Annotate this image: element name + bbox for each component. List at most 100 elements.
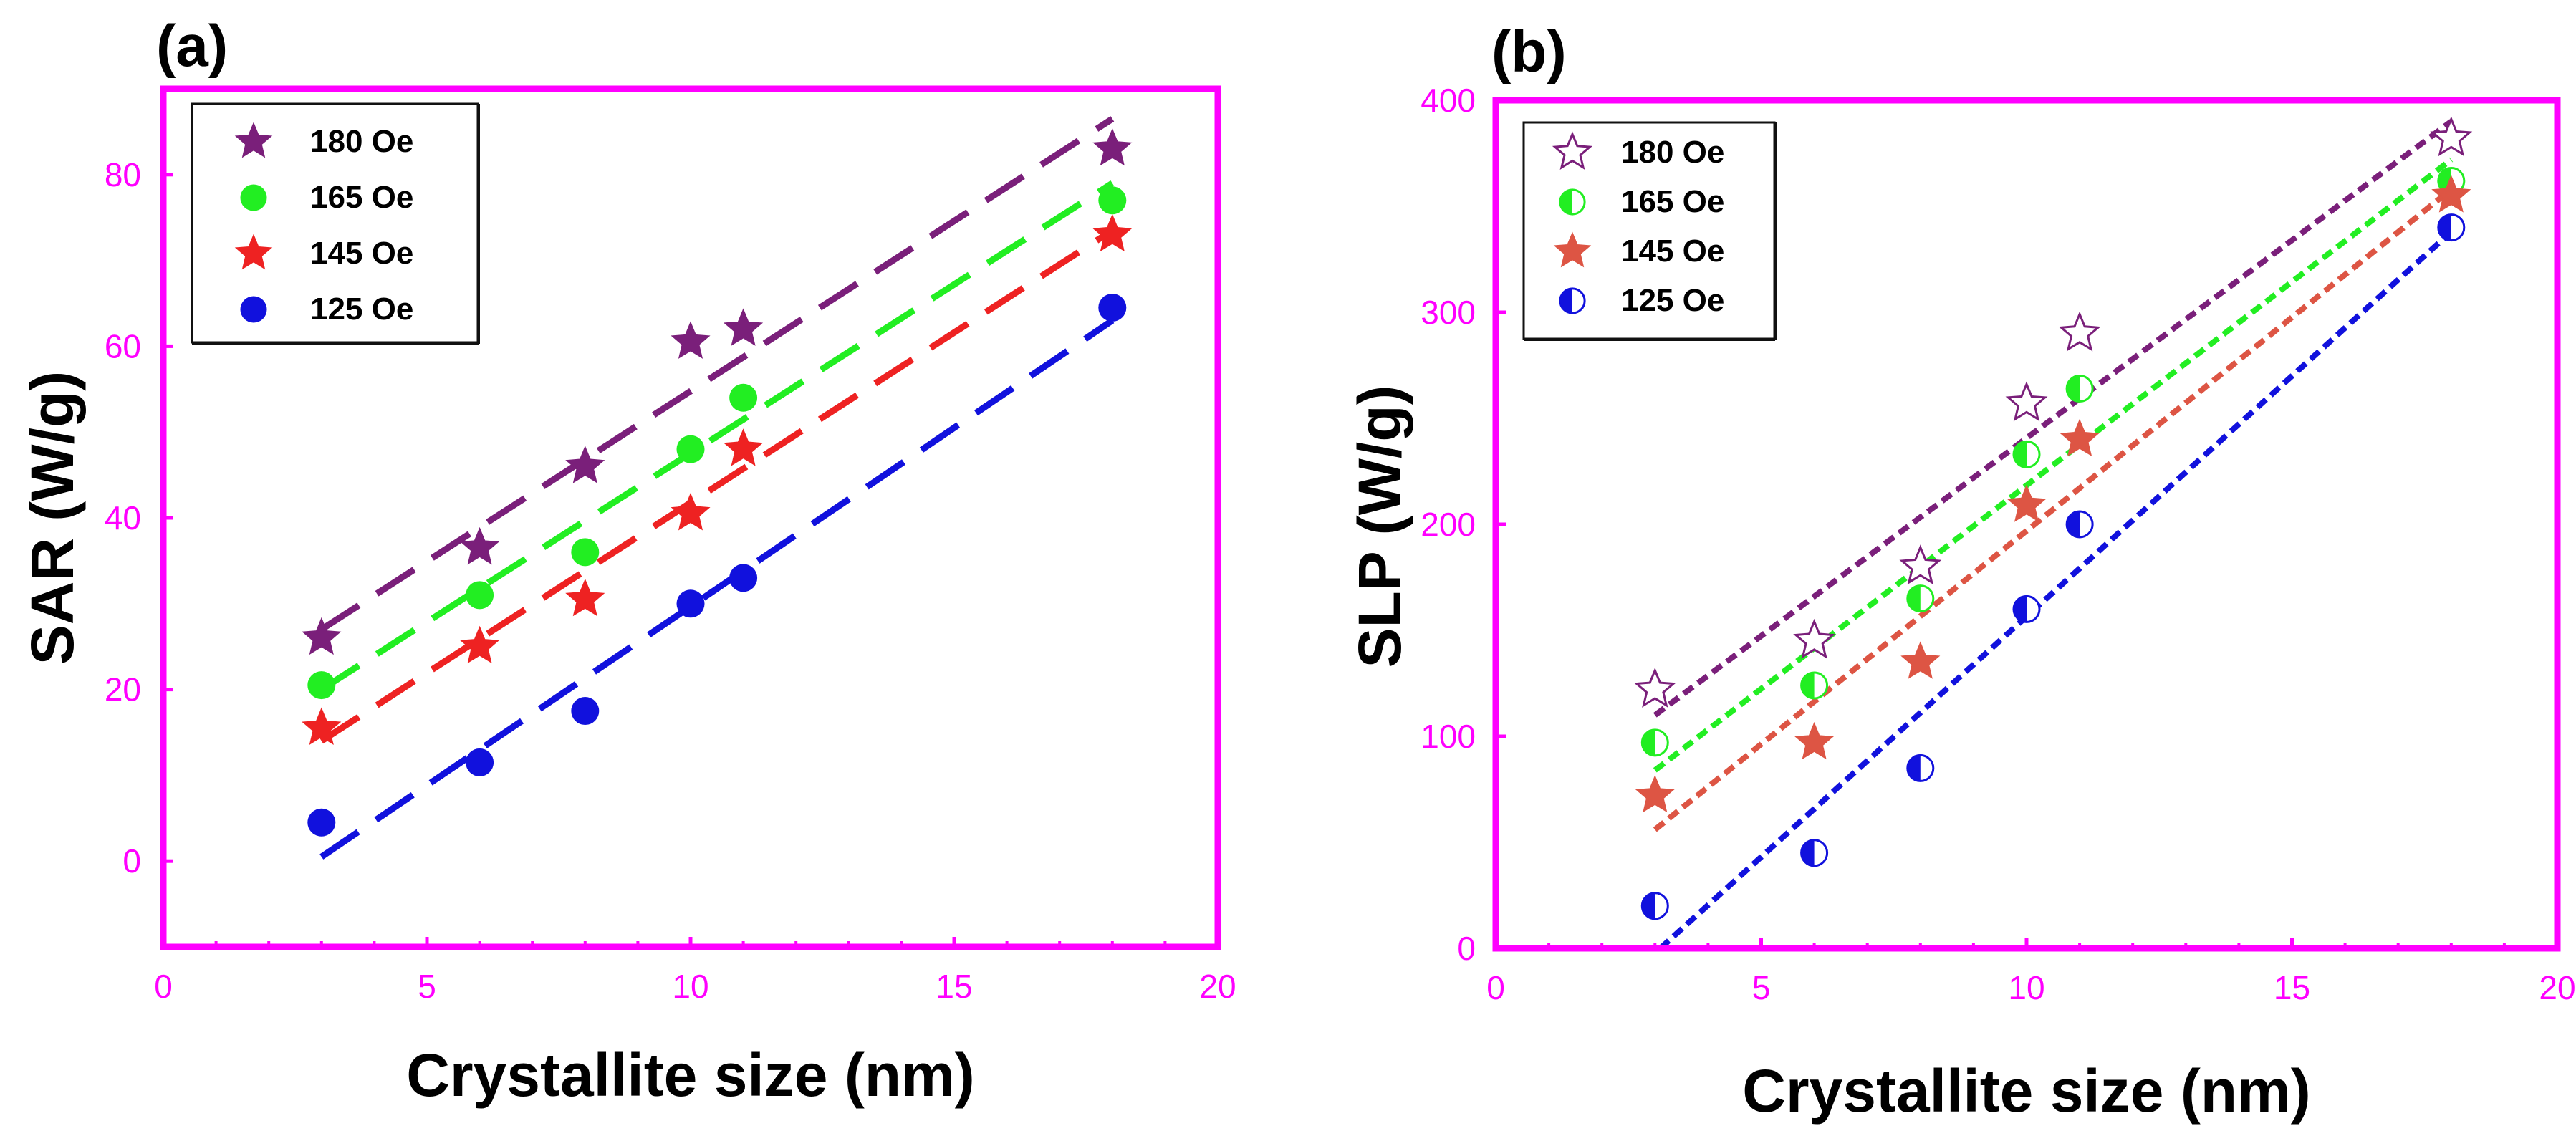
data-point-180-oe	[302, 617, 342, 655]
panel-a-frame	[160, 85, 1221, 950]
data-point-180-oe	[1793, 618, 1836, 659]
panel-a-y-axis-title: SAR (W/g)	[19, 371, 86, 665]
data-point-165-oe	[729, 383, 758, 412]
fit-line-165-oe	[1653, 157, 2454, 773]
data-point-180-oe	[565, 446, 605, 483]
data-point-145-oe	[2007, 484, 2047, 522]
data-point-165-oe	[2012, 440, 2041, 468]
data-point-145-oe	[1794, 721, 1835, 760]
y-tick-label: 400	[1421, 82, 1476, 119]
data-point-145-oe	[460, 625, 500, 664]
legend-marker-180-oe	[1552, 131, 1593, 170]
fit-line-145-oe	[319, 227, 1115, 744]
panel-a-legend-box	[191, 102, 479, 344]
y-tick-label: 200	[1421, 506, 1476, 543]
data-point-165-oe	[1098, 186, 1127, 215]
data-point-125-oe	[2437, 213, 2466, 242]
fit-line-180-oe	[1653, 119, 2454, 718]
legend-marker-125-oe	[240, 296, 267, 323]
x-tick-label: 20	[1199, 968, 1236, 1005]
data-point-180-oe	[671, 321, 711, 359]
legend-marker-125-oe	[1559, 287, 1586, 314]
data-point-125-oe	[466, 748, 494, 776]
data-point-145-oe	[2431, 175, 2471, 213]
data-point-180-oe	[1092, 127, 1133, 166]
x-tick-label: 10	[672, 968, 708, 1005]
data-point-125-oe	[729, 564, 758, 592]
panel-a-x-axis-title: Crystallite size (nm)	[406, 1041, 975, 1109]
data-point-180-oe	[2430, 116, 2473, 157]
panel-a-ticks: 0 5 10 15 20 0 20 40 60 80	[105, 156, 1236, 1005]
x-tick-label: 0	[154, 968, 173, 1005]
y-tick-label: 0	[1457, 930, 1476, 967]
x-tick-label: 20	[2539, 969, 2575, 1006]
panel-b-fit-lines	[1653, 119, 2454, 950]
x-tick-label: 0	[1486, 969, 1505, 1006]
legend-marker-145-oe	[234, 234, 273, 270]
panel-b-y-axis-title: SLP (W/g)	[1346, 385, 1413, 668]
data-point-145-oe	[302, 707, 342, 745]
fit-line-125-oe	[319, 317, 1115, 860]
data-point-165-oe	[571, 538, 600, 567]
y-tick-label: 40	[105, 499, 141, 536]
x-tick-label: 5	[418, 968, 436, 1005]
legend-a-label-165: 165 Oe	[310, 180, 413, 215]
legend-marker-180-oe	[234, 122, 273, 158]
panel-a: (a) 0 5 10 15 20 0 20 40 60 80 180 Oe 165 Oe 145 …	[19, 14, 1236, 1109]
legend-b-label-165: 165 Oe	[1621, 184, 1724, 219]
data-point-180-oe	[2005, 381, 2048, 422]
fit-line-165-oe	[319, 180, 1115, 693]
panel-a-points	[302, 127, 1133, 837]
y-tick-label: 0	[122, 842, 141, 880]
data-point-125-oe	[1800, 839, 1829, 867]
legend-marker-145-oe	[1553, 231, 1592, 268]
fit-line-125-oe	[1658, 229, 2454, 950]
panel-a-tag: (a)	[156, 14, 228, 79]
data-point-125-oe	[571, 697, 600, 726]
panel-a-fit-lines	[319, 116, 1115, 860]
fit-line-180-oe	[319, 116, 1115, 632]
data-point-125-oe	[2012, 595, 2041, 623]
data-point-180-oe	[460, 526, 500, 565]
data-point-145-oe	[565, 578, 605, 617]
panel-b-frame	[1492, 97, 2561, 952]
legend-a-label-125: 125 Oe	[310, 292, 413, 327]
legend-b-label-145: 145 Oe	[1621, 234, 1724, 269]
data-point-125-oe	[1098, 293, 1127, 322]
data-point-165-oe	[1640, 728, 1669, 757]
y-tick-label: 80	[105, 156, 141, 193]
panel-b-x-axis-title: Crystallite size (nm)	[1742, 1057, 2311, 1125]
data-point-165-oe	[466, 581, 494, 610]
fit-line-145-oe	[1653, 187, 2454, 832]
data-point-165-oe	[1800, 671, 1829, 700]
x-tick-label: 15	[936, 968, 972, 1005]
data-point-180-oe	[724, 308, 764, 346]
panel-b-points	[1633, 116, 2473, 920]
data-point-145-oe	[724, 428, 764, 466]
data-point-125-oe	[1640, 892, 1669, 920]
y-tick-label: 20	[105, 671, 141, 708]
data-point-165-oe	[676, 435, 705, 463]
y-tick-label: 60	[105, 327, 141, 365]
data-point-180-oe	[1899, 544, 1942, 585]
y-tick-label: 100	[1421, 718, 1476, 755]
panel-b-legend: 180 Oe 165 Oe 145 Oe 125 Oe	[1522, 121, 1777, 341]
panel-a-legend: 180 Oe 165 Oe 145 Oe 125 Oe	[191, 102, 480, 345]
y-tick-label: 300	[1421, 294, 1476, 331]
data-point-145-oe	[1900, 641, 1941, 679]
data-point-145-oe	[1635, 774, 1675, 813]
data-point-125-oe	[2065, 510, 2094, 539]
legend-b-label-180: 180 Oe	[1621, 135, 1724, 170]
legend-b-label-125: 125 Oe	[1621, 283, 1724, 318]
data-point-145-oe	[671, 493, 711, 531]
panel-b-tag: (b)	[1491, 19, 1567, 85]
data-point-165-oe	[307, 671, 336, 700]
data-point-125-oe	[676, 589, 705, 618]
data-point-180-oe	[2058, 311, 2101, 352]
data-point-125-oe	[307, 808, 336, 837]
legend-a-label-145: 145 Oe	[310, 236, 413, 271]
x-tick-label: 10	[2008, 969, 2044, 1006]
legend-a-label-180: 180 Oe	[310, 124, 413, 159]
